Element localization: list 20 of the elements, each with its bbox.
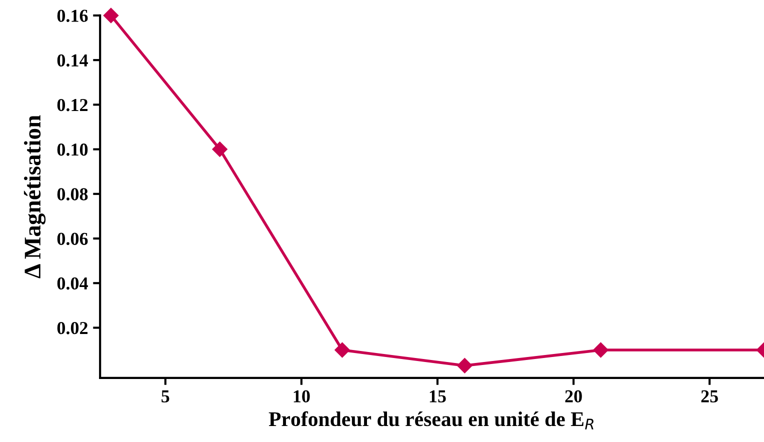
y-tick-label: 0.16 [57, 10, 88, 22]
y-tick-label: 0.10 [57, 144, 88, 156]
x-tick-label: 10 [294, 390, 310, 402]
x-tick-label: 5 [162, 390, 170, 402]
x-axis-title: Profondeur du réseau en unité de E$_{R}$ [268, 411, 594, 430]
y-tick-label: 0.06 [57, 232, 88, 246]
y-axis-title: Δ Magnétisation [24, 115, 46, 278]
point [103, 8, 119, 24]
y-tick-label: 0.04 [57, 277, 88, 290]
point [212, 142, 228, 157]
y-tick-label: 0.14 [57, 54, 88, 67]
y-tick-label: 0.08 [57, 188, 88, 200]
x-tick-label: 15 [430, 390, 446, 402]
x-tick-label: 25 [701, 390, 718, 402]
x-tick-label: 20 [565, 390, 582, 402]
y-tick-label: 0.02 [57, 322, 88, 334]
point [457, 358, 472, 374]
point [334, 342, 350, 358]
point [593, 342, 608, 358]
y-tick-label: 0.12 [57, 98, 88, 112]
